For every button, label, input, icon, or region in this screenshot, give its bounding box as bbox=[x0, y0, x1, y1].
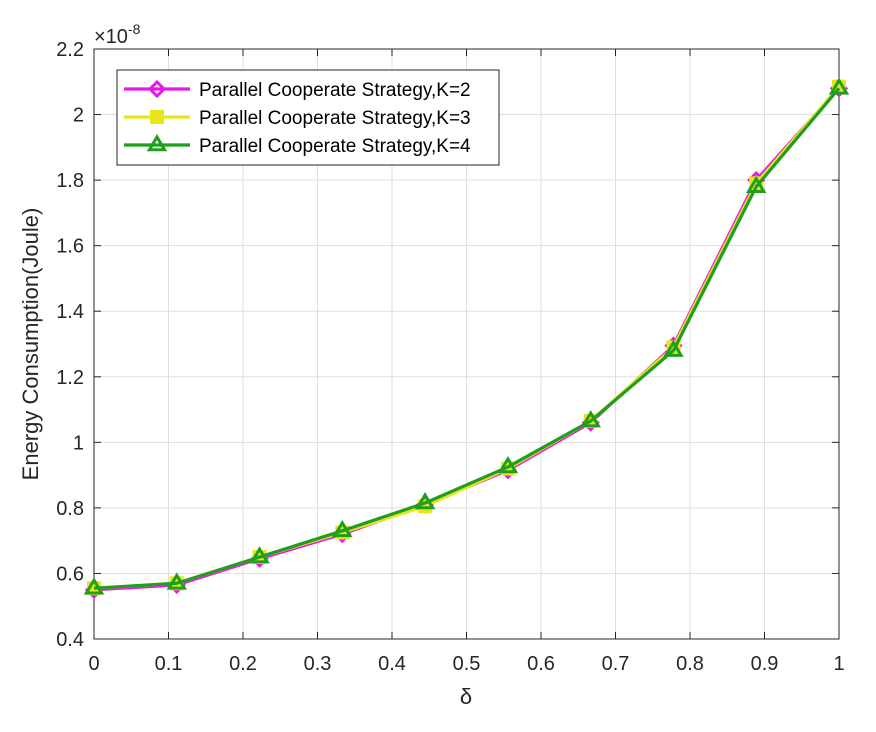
series-layer bbox=[83, 77, 850, 599]
y-tick-label: 2 bbox=[73, 105, 84, 127]
data-point bbox=[166, 572, 188, 590]
y-axis-label: Energy Consumption(Joule) bbox=[18, 208, 43, 481]
x-tick-label: 0.7 bbox=[602, 653, 630, 675]
legend-label: Parallel Cooperate Strategy,K=2 bbox=[199, 80, 471, 101]
legend: Parallel Cooperate Strategy,K=2 Parallel … bbox=[116, 69, 500, 166]
legend-marker bbox=[150, 110, 164, 124]
x-axis: 0 0.1 0.2 0.3 0.4 0.5 0.6 0.7 0.8 0.9 1 bbox=[88, 49, 845, 675]
data-point bbox=[497, 455, 519, 474]
y-tick-label: 1.4 bbox=[56, 301, 84, 323]
y-tick-label: 0.4 bbox=[56, 629, 84, 651]
y-tick-label: 0.8 bbox=[56, 498, 84, 520]
legend-marker bbox=[146, 134, 168, 152]
legend-item: Parallel Cooperate Strategy,K=4 bbox=[124, 134, 471, 157]
x-tick-label: 0.1 bbox=[155, 653, 183, 675]
y-exponent-label: ×10-8 bbox=[94, 21, 141, 48]
y-tick-label: 1.8 bbox=[56, 170, 84, 192]
data-point bbox=[828, 77, 850, 95]
data-point bbox=[580, 410, 601, 428]
y-axis: 0.4 0.6 0.8 1 1.2 1.4 1.6 1.8 2 2.2 bbox=[56, 39, 839, 651]
x-tick-label: 0.2 bbox=[229, 653, 257, 675]
x-tick-label: 0 bbox=[88, 653, 99, 675]
legend-item: Parallel Cooperate Strategy,K=2 bbox=[124, 79, 471, 101]
series-triangle bbox=[83, 77, 850, 595]
y-tick-label: 2.2 bbox=[56, 39, 84, 61]
data-point bbox=[414, 492, 436, 510]
data-point bbox=[663, 339, 684, 357]
series-line bbox=[93, 87, 841, 590]
legend-item: Parallel Cooperate Strategy,K=3 bbox=[124, 108, 471, 129]
data-point bbox=[745, 175, 767, 193]
y-tick-label: 0.6 bbox=[56, 563, 84, 585]
data-point bbox=[332, 519, 353, 538]
legend-label: Parallel Cooperate Strategy,K=4 bbox=[199, 136, 471, 157]
legend-label: Parallel Cooperate Strategy,K=3 bbox=[199, 108, 471, 129]
data-point bbox=[83, 577, 105, 595]
y-tick-label: 1.2 bbox=[56, 367, 84, 389]
x-tick-label: 0.4 bbox=[378, 653, 406, 675]
x-axis-label: δ bbox=[460, 684, 472, 709]
x-tick-label: 0.8 bbox=[676, 653, 704, 675]
x-tick-label: 0.6 bbox=[527, 653, 555, 675]
x-tick-label: 0.3 bbox=[304, 653, 332, 675]
y-tick-label: 1.6 bbox=[56, 236, 84, 258]
x-tick-label: 1 bbox=[833, 653, 844, 675]
x-tick-label: 0.9 bbox=[751, 653, 779, 675]
legend-marker bbox=[147, 79, 167, 99]
data-point bbox=[249, 546, 270, 564]
y-tick-label: 1 bbox=[73, 432, 84, 454]
x-tick-label: 0.5 bbox=[453, 653, 481, 675]
